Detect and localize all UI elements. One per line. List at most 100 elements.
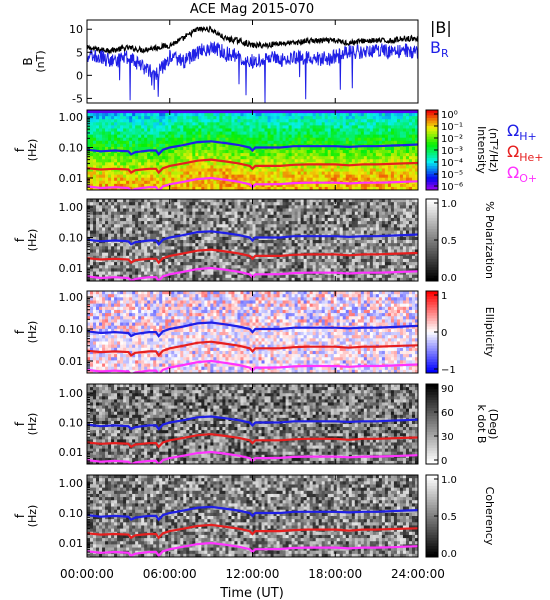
heatmap-cell — [132, 183, 136, 188]
heatmap-cell — [210, 177, 214, 182]
heatmap-cell — [366, 183, 371, 188]
colorbar-swatch — [426, 112, 438, 116]
heatmap-cell — [258, 146, 262, 151]
heatmap-cell — [267, 180, 271, 185]
heatmap-cell — [216, 227, 220, 231]
heatmap-cell — [306, 217, 311, 222]
heatmap-cell — [306, 224, 311, 228]
heatmap-cell — [165, 174, 169, 179]
heatmap-cell — [279, 268, 283, 272]
heatmap-cell — [165, 116, 169, 120]
heatmap-cell — [387, 116, 392, 120]
heatmap-cell — [282, 249, 286, 254]
heatmap-cell — [165, 233, 169, 238]
legend-omega-subscript: H+ — [519, 130, 537, 143]
heatmap-cell — [267, 162, 271, 166]
heatmap-cell — [351, 174, 356, 179]
heatmap-cell — [396, 171, 401, 176]
heatmap-cell — [87, 262, 91, 266]
heatmap-cell — [162, 125, 166, 129]
heatmap-cell — [138, 122, 142, 126]
heatmap-cell — [318, 202, 323, 206]
heatmap-cell — [279, 249, 283, 254]
heatmap-cell — [144, 146, 148, 151]
heatmap-cell — [207, 240, 211, 244]
heatmap-cell — [255, 122, 259, 126]
heatmap-cell — [207, 258, 211, 263]
heatmap-cell — [243, 265, 247, 269]
heatmap-cell — [99, 205, 103, 209]
heatmap-cell — [87, 165, 91, 169]
heatmap-cell — [246, 119, 250, 123]
heatmap-cell — [117, 217, 121, 222]
legend-B-total: |B| — [430, 18, 452, 37]
colorbar-swatch — [426, 150, 438, 154]
heatmap-cell — [354, 183, 359, 188]
heatmap-cell — [216, 268, 220, 272]
heatmap-cell — [258, 186, 262, 190]
heatmap-cell — [225, 208, 229, 213]
heatmap-cell — [147, 262, 151, 266]
heatmap-cell — [210, 205, 214, 209]
heatmap-cell — [294, 274, 299, 279]
heatmap-cell — [183, 274, 187, 279]
heatmap-cell — [318, 159, 323, 163]
heatmap-cell — [120, 262, 124, 266]
heatmap-cell — [261, 143, 265, 148]
heatmap-cell — [276, 236, 280, 241]
heatmap-cell — [264, 236, 268, 241]
heatmap-cell — [105, 146, 109, 151]
heatmap-cell — [159, 125, 163, 129]
heatmap-cell — [240, 246, 244, 250]
heatmap-cell — [291, 165, 296, 169]
heatmap-cell — [153, 177, 157, 182]
heatmap-cell — [348, 119, 353, 123]
heatmap-cell — [297, 227, 302, 231]
legend-omega-subscript: He+ — [519, 151, 543, 164]
heatmap-cell — [174, 277, 178, 281]
heatmap-cell — [159, 165, 163, 169]
heatmap-cell — [294, 202, 299, 206]
heatmap-cell — [120, 271, 124, 276]
heatmap-cell — [102, 183, 106, 188]
heatmap-cell — [399, 150, 404, 154]
heatmap-cell — [333, 134, 338, 139]
heatmap-cell — [252, 208, 256, 213]
heatmap-cell — [162, 128, 166, 132]
heatmap-cell — [153, 122, 157, 126]
heatmap-cell — [144, 268, 148, 272]
heatmap-cell — [363, 122, 368, 126]
heatmap-cell — [114, 252, 118, 257]
heatmap-cell — [144, 113, 148, 117]
heatmap-cell — [102, 113, 106, 117]
heatmap-cell — [219, 125, 223, 129]
heatmap-cell — [150, 255, 154, 260]
heatmap-cell — [282, 183, 286, 188]
heatmap-cell — [207, 202, 211, 206]
heatmap-cell — [189, 214, 193, 219]
heatmap-cell — [144, 202, 148, 206]
heatmap-cell — [276, 249, 280, 254]
heatmap-cell — [255, 183, 259, 188]
heatmap-cell — [210, 211, 214, 216]
heatmap-cell — [267, 211, 271, 216]
heatmap-cell — [189, 186, 193, 190]
heatmap-cell — [138, 174, 142, 179]
heatmap-cell — [234, 174, 238, 179]
heatmap-cell — [384, 128, 389, 132]
heatmap-cell — [135, 224, 139, 228]
heatmap-cell — [219, 116, 223, 120]
heatmap-cell — [168, 208, 172, 213]
heatmap-cell — [231, 110, 235, 114]
heatmap-cell — [153, 146, 157, 151]
heatmap-cell — [252, 177, 256, 182]
heatmap-cell — [414, 131, 418, 136]
heatmap-cell — [285, 268, 290, 272]
heatmap-cell — [201, 224, 205, 228]
heatmap-cell — [183, 236, 187, 241]
heatmap-cell — [159, 174, 163, 179]
heatmap-cell — [159, 159, 163, 163]
heatmap-cell — [360, 137, 365, 142]
heatmap-cell — [303, 125, 308, 129]
heatmap-cell — [105, 265, 109, 269]
